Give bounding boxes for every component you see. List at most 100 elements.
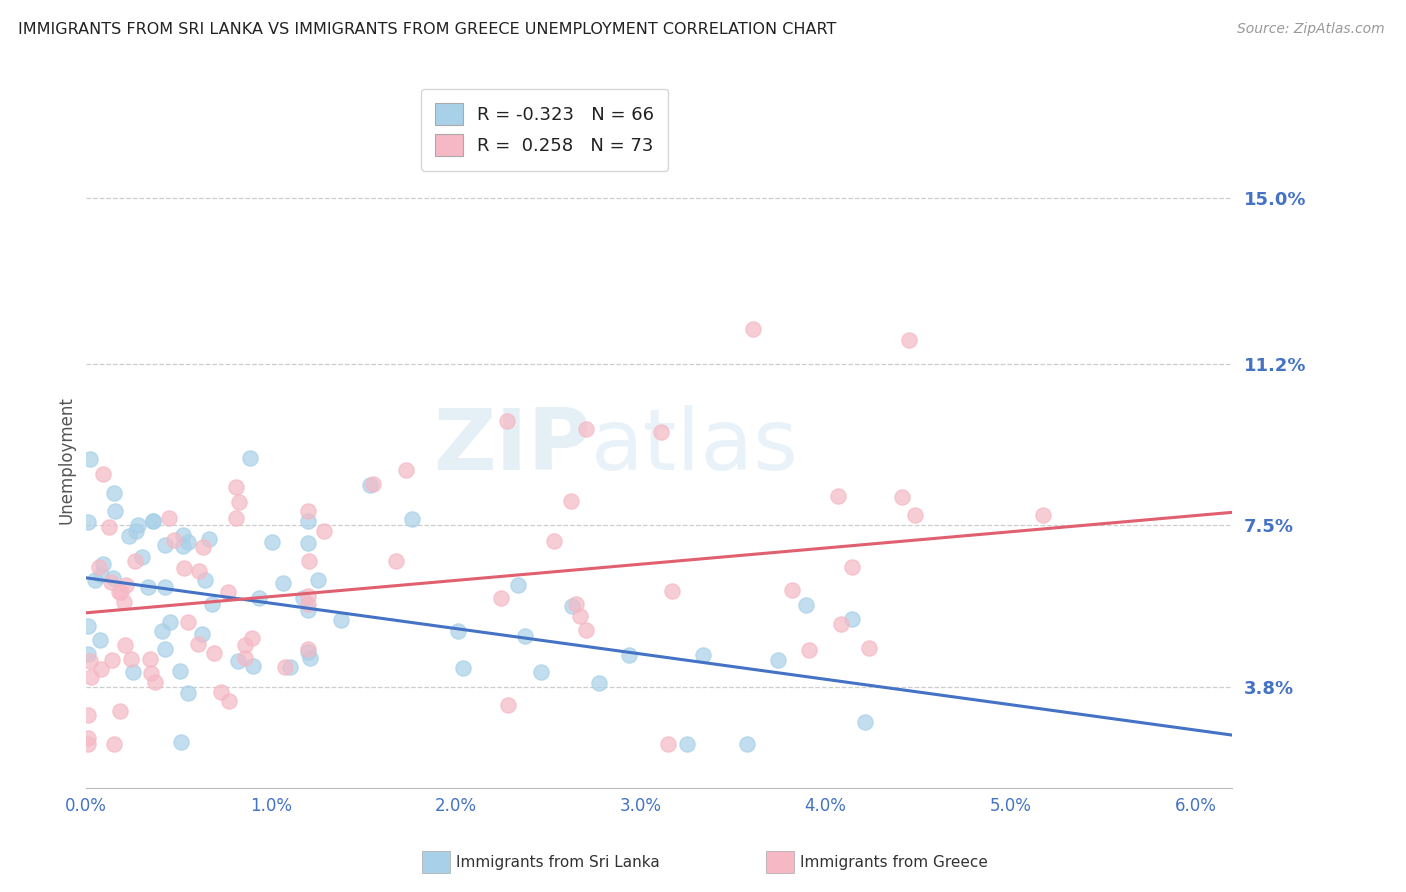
Point bbox=[650, 425, 672, 440]
Point bbox=[218, 694, 240, 708]
Point bbox=[194, 573, 217, 587]
Point bbox=[489, 591, 512, 605]
Text: atlas: atlas bbox=[591, 405, 799, 488]
Point bbox=[162, 533, 184, 547]
Point bbox=[187, 637, 209, 651]
Point bbox=[114, 639, 136, 653]
Point bbox=[79, 451, 101, 466]
Point bbox=[564, 598, 586, 612]
Point bbox=[299, 650, 322, 665]
Point bbox=[297, 514, 319, 528]
Point bbox=[903, 508, 925, 522]
Point bbox=[239, 451, 262, 466]
Point bbox=[575, 422, 598, 436]
Point bbox=[80, 670, 103, 684]
Point bbox=[233, 651, 256, 665]
Point bbox=[361, 477, 384, 491]
Text: IMMIGRANTS FROM SRI LANKA VS IMMIGRANTS FROM GREECE UNEMPLOYMENT CORRELATION CHA: IMMIGRANTS FROM SRI LANKA VS IMMIGRANTS … bbox=[18, 22, 837, 37]
Point bbox=[766, 653, 789, 667]
Legend: R = -0.323   N = 66, R =  0.258   N = 73: R = -0.323 N = 66, R = 0.258 N = 73 bbox=[420, 89, 668, 171]
Point bbox=[271, 576, 294, 591]
Point bbox=[657, 737, 679, 751]
Text: Immigrants from Greece: Immigrants from Greece bbox=[800, 855, 988, 870]
Point bbox=[278, 659, 301, 673]
Point bbox=[91, 557, 114, 571]
Point bbox=[124, 554, 146, 568]
Point bbox=[496, 698, 519, 713]
Point bbox=[298, 554, 321, 568]
Point bbox=[742, 321, 765, 335]
Point bbox=[172, 539, 194, 553]
Point bbox=[201, 597, 224, 611]
Point bbox=[297, 504, 319, 518]
Point bbox=[101, 571, 124, 585]
Point bbox=[297, 603, 319, 617]
Point bbox=[188, 564, 211, 578]
Point bbox=[142, 514, 165, 528]
Point bbox=[508, 578, 530, 592]
Point bbox=[191, 627, 214, 641]
Point bbox=[329, 613, 352, 627]
Point bbox=[513, 629, 536, 643]
Point bbox=[170, 735, 193, 749]
Point bbox=[217, 585, 239, 599]
Point bbox=[100, 574, 122, 589]
Point bbox=[560, 493, 582, 508]
Point bbox=[103, 486, 125, 500]
Point bbox=[177, 535, 200, 549]
Point bbox=[77, 647, 100, 661]
Point bbox=[385, 554, 408, 568]
Point bbox=[153, 580, 176, 594]
Point bbox=[735, 737, 758, 751]
Point bbox=[157, 511, 180, 525]
Text: Immigrants from Sri Lanka: Immigrants from Sri Lanka bbox=[456, 855, 659, 870]
Point bbox=[198, 532, 221, 546]
Point bbox=[307, 573, 329, 587]
Point bbox=[780, 582, 803, 597]
Point bbox=[291, 591, 314, 605]
Point bbox=[150, 624, 173, 638]
Point bbox=[661, 584, 683, 599]
Point bbox=[176, 615, 198, 629]
Point bbox=[120, 652, 142, 666]
Point bbox=[169, 664, 191, 678]
Point bbox=[297, 644, 319, 658]
Point bbox=[125, 524, 148, 539]
Point bbox=[112, 594, 135, 608]
Point bbox=[173, 561, 195, 575]
Point bbox=[841, 560, 863, 574]
Point bbox=[619, 648, 641, 662]
Point bbox=[100, 653, 122, 667]
Point bbox=[588, 676, 610, 690]
Point bbox=[202, 646, 225, 660]
Point bbox=[122, 665, 145, 679]
Point bbox=[841, 612, 863, 626]
Point bbox=[90, 568, 112, 582]
Point bbox=[451, 661, 474, 675]
Point bbox=[131, 549, 153, 564]
Point bbox=[114, 578, 136, 592]
Point bbox=[240, 632, 263, 646]
Point bbox=[177, 686, 200, 700]
Point bbox=[401, 512, 423, 526]
Point bbox=[103, 737, 125, 751]
Point bbox=[1032, 508, 1054, 523]
Point bbox=[79, 654, 101, 668]
Point bbox=[87, 559, 110, 574]
Point bbox=[575, 623, 598, 637]
Point bbox=[891, 490, 914, 504]
Point bbox=[139, 652, 162, 666]
Point bbox=[143, 674, 166, 689]
Point bbox=[110, 585, 132, 599]
Point bbox=[260, 535, 283, 549]
Point bbox=[97, 519, 120, 533]
Text: ZIP: ZIP bbox=[433, 405, 591, 488]
Point bbox=[297, 589, 319, 603]
Point bbox=[797, 642, 820, 657]
Point bbox=[104, 504, 127, 518]
Point bbox=[127, 518, 149, 533]
Point bbox=[242, 659, 264, 673]
Text: Source: ZipAtlas.com: Source: ZipAtlas.com bbox=[1237, 22, 1385, 37]
Point bbox=[692, 648, 714, 662]
Point bbox=[77, 618, 100, 632]
